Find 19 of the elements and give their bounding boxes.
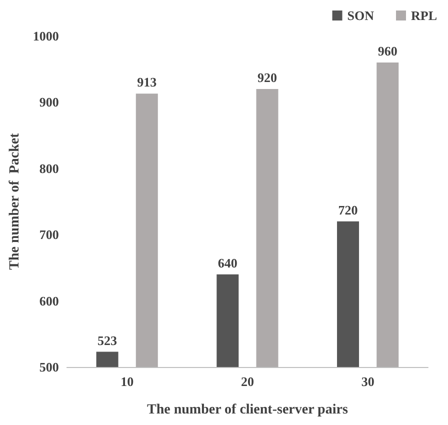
x-tick-label: 20	[240, 374, 254, 389]
y-axis-title: The number of Packet	[8, 132, 22, 270]
y-tick-label: 1000	[32, 28, 59, 44]
y-tick-label: 800	[39, 160, 59, 176]
data-label: 640	[218, 255, 238, 270]
x-tick-label: 30	[361, 374, 374, 389]
data-label: 920	[258, 70, 277, 85]
x-tick-label: 10	[120, 374, 134, 389]
y-tick-label: 700	[39, 227, 59, 242]
y-tick-label: 900	[39, 94, 59, 110]
y-tick-label: 600	[39, 293, 59, 308]
legend-label: RPL	[411, 8, 438, 23]
data-label: 523	[98, 332, 118, 348]
x-axis-title: The number of client-server pairs	[146, 402, 348, 418]
data-label: 913	[137, 74, 158, 90]
data-label: 960	[378, 43, 398, 58]
y-tick-label: 500	[39, 360, 59, 374]
data-label: 720	[338, 202, 358, 218]
legend-label: SON	[347, 8, 375, 23]
